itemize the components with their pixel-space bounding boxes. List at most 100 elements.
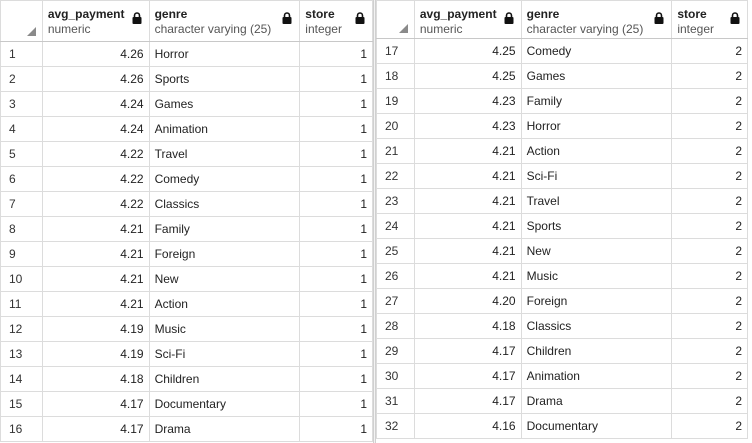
row-number-cell[interactable]: 13 (0, 341, 43, 367)
store-cell[interactable]: 2 (671, 263, 748, 289)
row-number-cell[interactable]: 31 (376, 388, 415, 414)
table-row[interactable]: 22 4.21 Sci-Fi 2 (376, 163, 748, 189)
table-row[interactable]: 19 4.23 Family 2 (376, 88, 748, 114)
avg-payment-cell[interactable]: 4.21 (413, 213, 522, 239)
store-cell[interactable]: 1 (299, 316, 373, 342)
avg-payment-cell[interactable]: 4.21 (41, 216, 150, 242)
table-row[interactable]: 29 4.17 Children 2 (376, 338, 748, 364)
avg-payment-cell[interactable]: 4.22 (41, 191, 150, 217)
store-cell[interactable]: 1 (299, 216, 373, 242)
table-row[interactable]: 24 4.21 Sports 2 (376, 213, 748, 239)
row-number-cell[interactable]: 18 (376, 63, 415, 89)
genre-cell[interactable]: Comedy (148, 166, 301, 192)
genre-cell[interactable]: Games (148, 91, 301, 117)
genre-cell[interactable]: Action (148, 291, 301, 317)
row-number-cell[interactable]: 25 (376, 238, 415, 264)
avg-payment-cell[interactable]: 4.19 (41, 341, 150, 367)
column-header-avg-payment[interactable]: avg_payment numeric (41, 0, 150, 42)
row-number-cell[interactable]: 22 (376, 163, 415, 189)
column-header-store[interactable]: store integer (671, 0, 748, 39)
avg-payment-cell[interactable]: 4.21 (41, 241, 150, 267)
genre-cell[interactable]: New (520, 238, 673, 264)
store-cell[interactable]: 1 (299, 291, 373, 317)
genre-cell[interactable]: Documentary (148, 391, 301, 417)
genre-cell[interactable]: Games (520, 63, 673, 89)
store-cell[interactable]: 1 (299, 391, 373, 417)
genre-cell[interactable]: New (148, 266, 301, 292)
row-number-cell[interactable]: 7 (0, 191, 43, 217)
row-number-cell[interactable]: 19 (376, 88, 415, 114)
avg-payment-cell[interactable]: 4.25 (413, 38, 522, 64)
genre-cell[interactable]: Family (520, 88, 673, 114)
avg-payment-cell[interactable]: 4.18 (413, 313, 522, 339)
row-number-cell[interactable]: 32 (376, 413, 415, 439)
genre-cell[interactable]: Comedy (520, 38, 673, 64)
row-number-cell[interactable]: 27 (376, 288, 415, 314)
genre-cell[interactable]: Music (148, 316, 301, 342)
genre-cell[interactable]: Classics (520, 313, 673, 339)
row-number-cell[interactable]: 1 (0, 41, 43, 67)
genre-cell[interactable]: Family (148, 216, 301, 242)
row-number-cell[interactable]: 30 (376, 363, 415, 389)
row-number-cell[interactable]: 14 (0, 366, 43, 392)
store-cell[interactable]: 1 (299, 241, 373, 267)
table-row[interactable]: 20 4.23 Horror 2 (376, 113, 748, 139)
genre-cell[interactable]: Animation (520, 363, 673, 389)
store-cell[interactable]: 1 (299, 166, 373, 192)
row-number-cell[interactable]: 2 (0, 66, 43, 92)
table-row[interactable]: 15 4.17 Documentary 1 (0, 391, 373, 417)
table-row[interactable]: 2 4.26 Sports 1 (0, 66, 373, 92)
table-row[interactable]: 6 4.22 Comedy 1 (0, 166, 373, 192)
genre-cell[interactable]: Sci-Fi (520, 163, 673, 189)
column-header-store[interactable]: store integer (299, 0, 373, 42)
store-cell[interactable]: 2 (671, 138, 748, 164)
genre-cell[interactable]: Horror (148, 41, 301, 67)
table-row[interactable]: 10 4.21 New 1 (0, 266, 373, 292)
table-row[interactable]: 26 4.21 Music 2 (376, 263, 748, 289)
avg-payment-cell[interactable]: 4.21 (413, 138, 522, 164)
row-number-cell[interactable]: 23 (376, 188, 415, 214)
genre-cell[interactable]: Travel (148, 141, 301, 167)
table-row[interactable]: 7 4.22 Classics 1 (0, 191, 373, 217)
store-cell[interactable]: 2 (671, 238, 748, 264)
table-row[interactable]: 32 4.16 Documentary 2 (376, 413, 748, 439)
genre-cell[interactable]: Sports (148, 66, 301, 92)
genre-cell[interactable]: Foreign (148, 241, 301, 267)
avg-payment-cell[interactable]: 4.19 (41, 316, 150, 342)
avg-payment-cell[interactable]: 4.26 (41, 66, 150, 92)
avg-payment-cell[interactable]: 4.21 (41, 291, 150, 317)
row-number-cell[interactable]: 5 (0, 141, 43, 167)
genre-cell[interactable]: Horror (520, 113, 673, 139)
table-row[interactable]: 28 4.18 Classics 2 (376, 313, 748, 339)
store-cell[interactable]: 1 (299, 341, 373, 367)
store-cell[interactable]: 2 (671, 63, 748, 89)
row-number-cell[interactable]: 20 (376, 113, 415, 139)
row-number-cell[interactable]: 21 (376, 138, 415, 164)
store-cell[interactable]: 1 (299, 91, 373, 117)
genre-cell[interactable]: Drama (520, 388, 673, 414)
table-row[interactable]: 8 4.21 Family 1 (0, 216, 373, 242)
table-row[interactable]: 23 4.21 Travel 2 (376, 188, 748, 214)
avg-payment-cell[interactable]: 4.22 (41, 166, 150, 192)
avg-payment-cell[interactable]: 4.21 (413, 188, 522, 214)
avg-payment-cell[interactable]: 4.23 (413, 88, 522, 114)
row-number-cell[interactable]: 9 (0, 241, 43, 267)
store-cell[interactable]: 2 (671, 113, 748, 139)
genre-cell[interactable]: Children (148, 366, 301, 392)
store-cell[interactable]: 2 (671, 38, 748, 64)
genre-cell[interactable]: Foreign (520, 288, 673, 314)
store-cell[interactable]: 1 (299, 141, 373, 167)
table-row[interactable]: 30 4.17 Animation 2 (376, 363, 748, 389)
row-number-cell[interactable]: 28 (376, 313, 415, 339)
store-cell[interactable]: 1 (299, 266, 373, 292)
avg-payment-cell[interactable]: 4.20 (413, 288, 522, 314)
genre-cell[interactable]: Sports (520, 213, 673, 239)
avg-payment-cell[interactable]: 4.24 (41, 116, 150, 142)
store-cell[interactable]: 2 (671, 88, 748, 114)
store-cell[interactable]: 2 (671, 188, 748, 214)
table-row[interactable]: 5 4.22 Travel 1 (0, 141, 373, 167)
row-number-cell[interactable]: 11 (0, 291, 43, 317)
avg-payment-cell[interactable]: 4.17 (413, 363, 522, 389)
genre-cell[interactable]: Animation (148, 116, 301, 142)
store-cell[interactable]: 1 (299, 191, 373, 217)
